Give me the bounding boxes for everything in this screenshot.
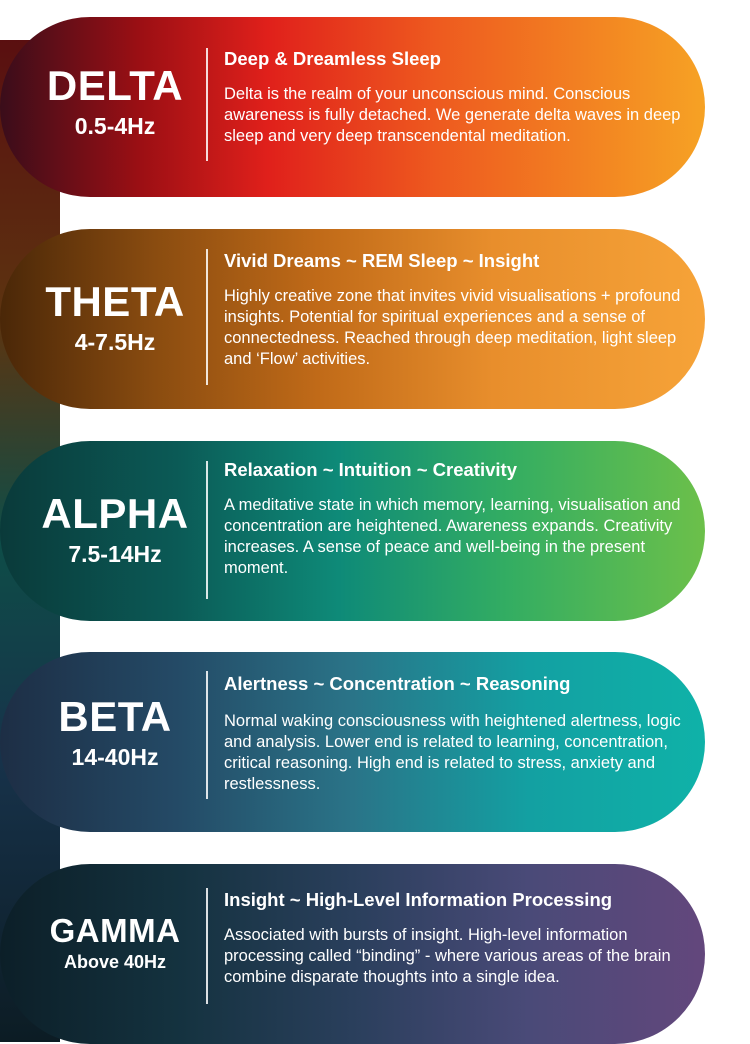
band-frequency: 14-40Hz (71, 744, 159, 770)
band-heading: Relaxation ~ Intuition ~ Creativity (224, 459, 517, 480)
band-heading: Vivid Dreams ~ REM Sleep ~ Insight (224, 250, 540, 271)
band-gamma: GAMMA Above 40Hz Insight ~ High-Level In… (0, 864, 705, 1044)
band-description: Associated with bursts of insight. High-… (224, 926, 671, 986)
band-title: THETA 4-7.5Hz (20, 281, 210, 354)
band-frequency: 7.5-14Hz (68, 541, 162, 567)
band-divider (206, 888, 208, 1004)
band-name: GAMMA (49, 912, 181, 949)
band-divider (206, 461, 208, 599)
band-description: Highly creative zone that invites vivid … (224, 287, 681, 368)
band-title: ALPHA 7.5-14Hz (20, 493, 210, 566)
band-title: DELTA 0.5-4Hz (20, 65, 210, 138)
band-divider (206, 671, 208, 799)
band-content: Insight ~ High-Level Information Process… (224, 889, 686, 988)
band-title: BETA 14-40Hz (20, 696, 210, 769)
band-frequency: 0.5-4Hz (74, 113, 156, 139)
band-heading: Alertness ~ Concentration ~ Reasoning (224, 673, 571, 694)
band-name: BETA (58, 693, 172, 740)
band-frequency: Above 40Hz (63, 952, 167, 972)
band-frequency: 4-7.5Hz (74, 329, 156, 355)
band-theta: THETA 4-7.5Hz Vivid Dreams ~ REM Sleep ~… (0, 229, 705, 409)
band-heading: Insight ~ High-Level Information Process… (224, 889, 613, 910)
band-divider (206, 48, 208, 161)
band-divider (206, 249, 208, 385)
band-description: Delta is the realm of your unconscious m… (224, 85, 681, 145)
band-name: ALPHA (41, 490, 189, 537)
band-content: Relaxation ~ Intuition ~ Creativity A me… (224, 459, 686, 579)
band-description: A meditative state in which memory, lear… (224, 496, 681, 577)
band-name: THETA (45, 278, 185, 325)
band-content: Deep & Dreamless Sleep Delta is the real… (224, 48, 686, 147)
band-content: Alertness ~ Concentration ~ Reasoning No… (224, 673, 686, 795)
band-alpha: ALPHA 7.5-14Hz Relaxation ~ Intuition ~ … (0, 441, 705, 621)
band-delta: DELTA 0.5-4Hz Deep & Dreamless Sleep Del… (0, 17, 705, 197)
band-description: Normal waking consciousness with heighte… (224, 712, 681, 793)
band-content: Vivid Dreams ~ REM Sleep ~ Insight Highl… (224, 250, 686, 370)
band-name: DELTA (46, 62, 184, 109)
band-heading: Deep & Dreamless Sleep (224, 48, 441, 69)
band-title: GAMMA Above 40Hz (20, 914, 210, 971)
band-beta: BETA 14-40Hz Alertness ~ Concentration ~… (0, 652, 705, 832)
